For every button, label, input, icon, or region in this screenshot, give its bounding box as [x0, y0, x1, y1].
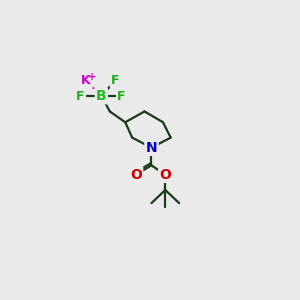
Text: B: B [96, 89, 107, 103]
Text: F: F [111, 74, 119, 87]
Text: O: O [159, 168, 171, 182]
Text: N: N [146, 141, 157, 155]
Text: F: F [76, 90, 85, 103]
Text: O: O [130, 168, 142, 182]
Text: +: + [88, 72, 96, 82]
Text: F: F [117, 90, 126, 103]
Text: K: K [81, 74, 91, 87]
